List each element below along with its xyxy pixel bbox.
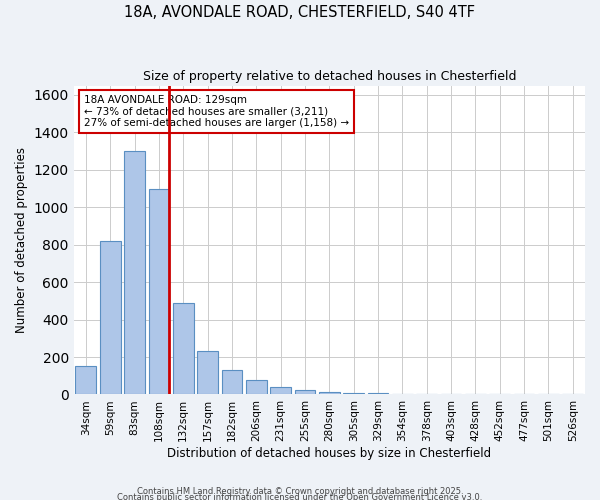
Bar [76,366,96,394]
Bar [246,380,266,394]
Bar [100,241,121,394]
Text: 18A, AVONDALE ROAD, CHESTERFIELD, S40 4TF: 18A, AVONDALE ROAD, CHESTERFIELD, S40 4T… [125,5,476,20]
Text: 18A AVONDALE ROAD: 129sqm
← 73% of detached houses are smaller (3,211)
27% of se: 18A AVONDALE ROAD: 129sqm ← 73% of detac… [84,95,349,128]
Bar [173,302,194,394]
Bar [319,392,340,394]
Y-axis label: Number of detached properties: Number of detached properties [15,147,28,333]
Text: Contains public sector information licensed under the Open Government Licence v3: Contains public sector information licen… [118,492,482,500]
Bar [197,352,218,395]
Bar [270,387,291,394]
Bar [149,190,169,394]
Text: Contains HM Land Registry data © Crown copyright and database right 2025.: Contains HM Land Registry data © Crown c… [137,486,463,496]
Title: Size of property relative to detached houses in Chesterfield: Size of property relative to detached ho… [143,70,516,83]
Bar [368,393,388,394]
Bar [343,392,364,394]
X-axis label: Distribution of detached houses by size in Chesterfield: Distribution of detached houses by size … [167,447,491,460]
Bar [221,370,242,394]
Bar [124,151,145,394]
Bar [295,390,316,394]
